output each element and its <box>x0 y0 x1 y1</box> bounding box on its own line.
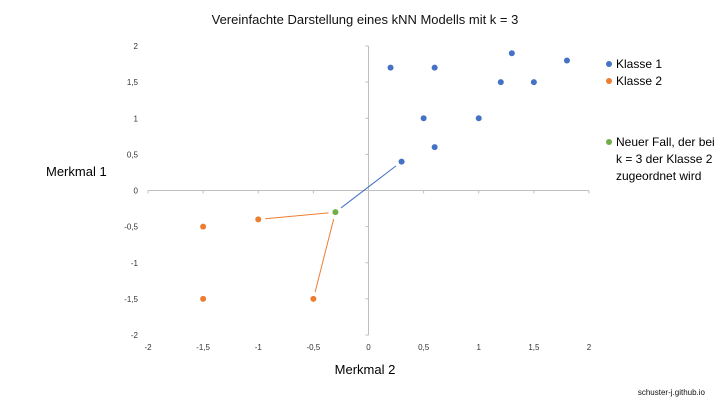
legend-label-klasse-2: Klasse 2 <box>616 74 663 88</box>
data-point-series-1 <box>497 79 504 86</box>
x-tick-label: -1 <box>255 343 263 352</box>
data-point-series-1 <box>398 158 405 165</box>
legend-item-klasse-2: Klasse 2 <box>604 73 716 90</box>
x-tick-label: 0 <box>366 343 371 352</box>
data-point-series-1 <box>431 64 438 71</box>
y-tick-label: 0,5 <box>127 150 139 159</box>
data-point-series-2 <box>255 216 262 223</box>
legend-item-neuer-fall: Neuer Fall, der bei k = 3 der Klasse 2 z… <box>604 134 716 185</box>
y-tick-label: -0,5 <box>124 223 138 232</box>
legend-label-klasse-1: Klasse 1 <box>616 57 663 71</box>
legend-marker-klasse-1 <box>606 61 612 67</box>
data-point-series-2 <box>310 295 317 302</box>
x-tick-label: 0,5 <box>418 343 430 352</box>
x-tick-label: -0,5 <box>306 343 320 352</box>
y-tick-label: -1 <box>131 259 139 268</box>
y-tick-label: 1 <box>134 114 139 123</box>
data-point-series-1 <box>530 79 537 86</box>
neighbor-line <box>340 165 397 209</box>
legend-marker-klasse-2 <box>606 78 612 84</box>
y-tick-label: 2 <box>134 42 139 51</box>
x-tick-label: -2 <box>144 343 152 352</box>
y-tick-label: -1,5 <box>124 295 138 304</box>
chart-title: Vereinfachte Darstellung eines kNN Model… <box>211 12 519 27</box>
legend: Klasse 1 Klasse 2 Neuer Fall, der bei k … <box>604 56 716 185</box>
x-tick-label: 1,5 <box>528 343 540 352</box>
y-tick-label: -2 <box>131 331 139 340</box>
x-tick-label: 2 <box>587 343 592 352</box>
data-point-series-1 <box>431 144 438 151</box>
data-point-series-3 <box>332 209 339 216</box>
data-point-series-1 <box>563 57 570 64</box>
data-point-series-1 <box>475 115 482 122</box>
footer-credit: schuster-j.github.io <box>637 388 705 397</box>
y-tick-label: 0 <box>134 187 139 196</box>
data-point-series-2 <box>200 223 207 230</box>
data-point-series-1 <box>508 50 515 57</box>
x-axis-label: Merkmal 2 <box>334 362 396 377</box>
y-tick-label: 1,5 <box>127 78 139 87</box>
legend-marker-neuer-fall <box>606 139 612 145</box>
data-point-series-2 <box>200 295 207 302</box>
y-axis-label: Merkmal 1 <box>46 164 107 179</box>
data-point-series-1 <box>420 115 427 122</box>
neighbor-line <box>265 212 329 220</box>
legend-item-klasse-1: Klasse 1 <box>604 56 716 73</box>
x-tick-label: -1,5 <box>196 343 210 352</box>
legend-label-neuer-fall: Neuer Fall, der bei k = 3 der Klasse 2 z… <box>616 135 715 183</box>
x-tick-label: 1 <box>477 343 482 352</box>
data-point-series-1 <box>387 64 394 71</box>
neighbor-line <box>314 218 335 293</box>
